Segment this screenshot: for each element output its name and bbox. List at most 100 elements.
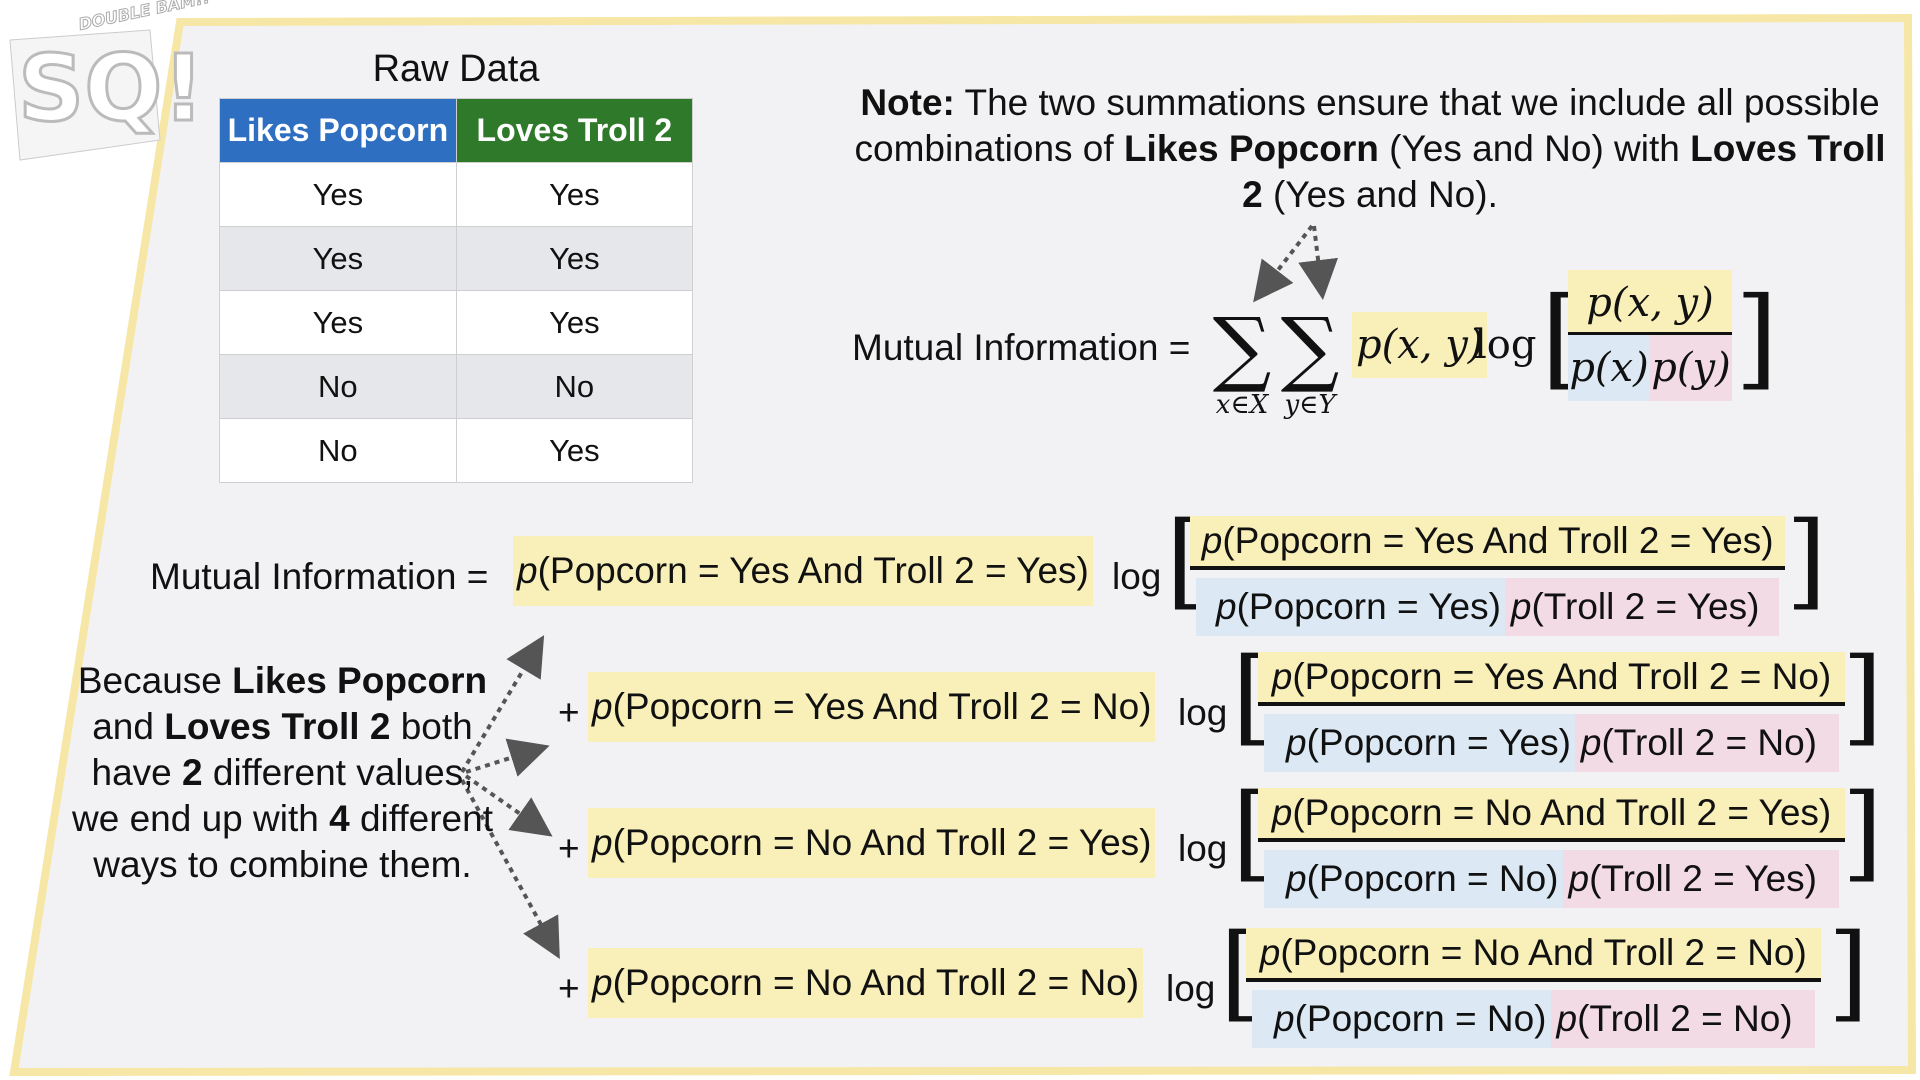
because-bold: 4 [329, 798, 350, 839]
p-symbol: p [1286, 722, 1307, 763]
because-text: both have [91, 706, 473, 793]
p-symbol: p [1259, 932, 1281, 973]
term-text: (Troll 2 = No) [1577, 998, 1793, 1039]
term-3-numerator: p(Popcorn = No And Troll 2 = Yes) [1258, 788, 1846, 842]
term-2-fraction: p(Popcorn = Yes And Troll 2 = No) p(Popc… [1258, 652, 1846, 778]
general-denominator: p(x) p(y) [1568, 335, 1732, 401]
term-3-right-bracket: ] [1842, 771, 1883, 893]
p-symbol: p [517, 550, 538, 591]
term-text: (Popcorn = No And Troll 2 = No) [1280, 932, 1807, 973]
term-1-numerator: p(Popcorn = Yes And Troll 2 = Yes) [1190, 516, 1786, 570]
general-fraction: p(x, y) p(x) p(y) [1568, 270, 1732, 401]
p-symbol: p [1201, 520, 1223, 561]
p-symbol: p [1286, 858, 1307, 899]
term-text: (Popcorn = Yes And Troll 2 = No) [1292, 656, 1832, 697]
table-cell: Yes [219, 162, 457, 227]
table-cell: No [219, 418, 457, 483]
term-text: (Popcorn = Yes And Troll 2 = Yes) [537, 550, 1089, 591]
table-row: No Yes [219, 418, 694, 483]
sigma-y: ∑ [1280, 301, 1340, 396]
term-4-log: log [1166, 968, 1216, 1009]
term-3-denominator: p(Popcorn = No) p(Troll 2 = Yes) [1258, 842, 1845, 914]
header-likes-popcorn: Likes Popcorn [219, 98, 457, 163]
table-row: Yes Yes [219, 290, 694, 355]
term-text: (Popcorn = No And Troll 2 = Yes) [1292, 792, 1832, 833]
term-4-denominator: p(Popcorn = No) p(Troll 2 = No) [1246, 982, 1821, 1054]
table-cell: Yes [219, 226, 457, 291]
term-3-den-b: p(Troll 2 = Yes) [1562, 850, 1840, 908]
term-text: (Troll 2 = Yes) [1531, 586, 1760, 627]
term-4-joint: p(Popcorn = No And Troll 2 = No) [588, 948, 1144, 1018]
sum-y-subscript: y∈Y [1284, 390, 1336, 420]
because-text: and [92, 706, 165, 747]
note-text: (Yes and No) with [1378, 128, 1691, 169]
term-3-fraction: p(Popcorn = No And Troll 2 = Yes) p(Popc… [1258, 788, 1846, 914]
p-symbol: p [1510, 586, 1532, 627]
p-symbol: p [592, 962, 613, 1003]
p-symbol: p [1271, 656, 1293, 697]
svg-text:SQ!: SQ! [18, 35, 204, 142]
table-cell: Yes [219, 290, 457, 355]
term-4-den-b: p(Troll 2 = No) [1550, 990, 1815, 1048]
px-term: p(x) [1568, 335, 1650, 401]
p-symbol: p [1556, 998, 1578, 1039]
because-arrow-3 [464, 774, 553, 837]
term-2-joint: p(Popcorn = Yes And Troll 2 = No) [588, 672, 1156, 742]
term-2-right-bracket: ] [1842, 635, 1883, 757]
term-2-plus: + [558, 692, 580, 733]
because-text: different ways to combine them. [93, 798, 493, 885]
summation-note: Note: The two summations ensure that we … [850, 80, 1890, 218]
note-arrow-left [1253, 224, 1314, 303]
term-1-den-a: p(Popcorn = Yes) [1196, 578, 1505, 636]
because-bold: 2 [182, 752, 203, 793]
term-text: (Popcorn = No And Troll 2 = Yes) [612, 822, 1152, 863]
term-3-joint: p(Popcorn = No And Troll 2 = Yes) [588, 808, 1156, 878]
term-text: (Popcorn = Yes) [1236, 586, 1501, 627]
general-log: log [1474, 322, 1537, 368]
sum-over-y: ∑ y∈Y [1280, 301, 1340, 421]
raw-data-table: Likes Popcorn Loves Troll 2 Yes Yes Yes Ye… [219, 98, 694, 483]
term-2-denominator: p(Popcorn = Yes) p(Troll 2 = No) [1258, 706, 1845, 778]
because-bold: Likes Popcorn [232, 660, 488, 701]
term-1-right-bracket: ] [1786, 499, 1827, 621]
header-loves-troll-2: Loves Troll 2 [455, 98, 694, 163]
because-arrow-2 [465, 738, 550, 777]
table-row: No No [219, 354, 694, 419]
note-label: Note: [860, 82, 955, 123]
table-row: Yes Yes [219, 162, 694, 227]
raw-data-title: Raw Data [372, 48, 540, 90]
combinations-note: Because Likes Popcorn and Loves Troll 2 … [70, 658, 495, 888]
term-1-denominator: p(Popcorn = Yes) p(Troll 2 = Yes) [1190, 570, 1785, 642]
table-row: Yes Yes [219, 226, 694, 291]
note-bold: Likes Popcorn [1123, 128, 1379, 169]
term-4-numerator: p(Popcorn = No And Troll 2 = No) [1246, 928, 1821, 982]
because-arrow-4 [460, 779, 560, 960]
py-term: p(y) [1650, 335, 1732, 401]
because-text: different values, we end up with [72, 752, 474, 839]
term-text: (Popcorn = Yes And Troll 2 = Yes) [1222, 520, 1774, 561]
p-symbol: p [592, 686, 613, 727]
p-symbol: p [1568, 858, 1590, 899]
right-bracket: ] [1735, 273, 1778, 401]
p-symbol: p [1580, 722, 1602, 763]
term-2-log: log [1178, 692, 1228, 733]
note-bold: Loves Troll 2 [1242, 128, 1886, 215]
general-numerator: p(x, y) [1568, 270, 1732, 335]
term-text: (Troll 2 = No) [1601, 722, 1818, 763]
because-text: Because [77, 660, 233, 701]
table-cell: No [219, 354, 457, 419]
term-text: (Troll 2 = Yes) [1589, 858, 1818, 899]
term-text: (Popcorn = No) [1306, 858, 1559, 899]
table-cell: Yes [455, 290, 694, 355]
term-1-fraction: p(Popcorn = Yes And Troll 2 = Yes) p(Pop… [1190, 516, 1786, 642]
term-2-numerator: p(Popcorn = Yes And Troll 2 = No) [1258, 652, 1846, 706]
term-4-right-bracket: ] [1828, 911, 1869, 1033]
because-bold: Loves Troll 2 [164, 706, 391, 747]
table-cell: Yes [455, 162, 694, 227]
term-text: (Popcorn = No And Troll 2 = No) [612, 962, 1140, 1003]
p-symbol: p [1274, 998, 1295, 1039]
general-formula-label: Mutual Information = [852, 327, 1191, 368]
term-2-den-a: p(Popcorn = Yes) [1264, 714, 1575, 772]
term-1-joint: p(Popcorn = Yes And Troll 2 = Yes) [513, 536, 1093, 606]
note-text: The two summations ensure that we includ… [854, 82, 1880, 169]
